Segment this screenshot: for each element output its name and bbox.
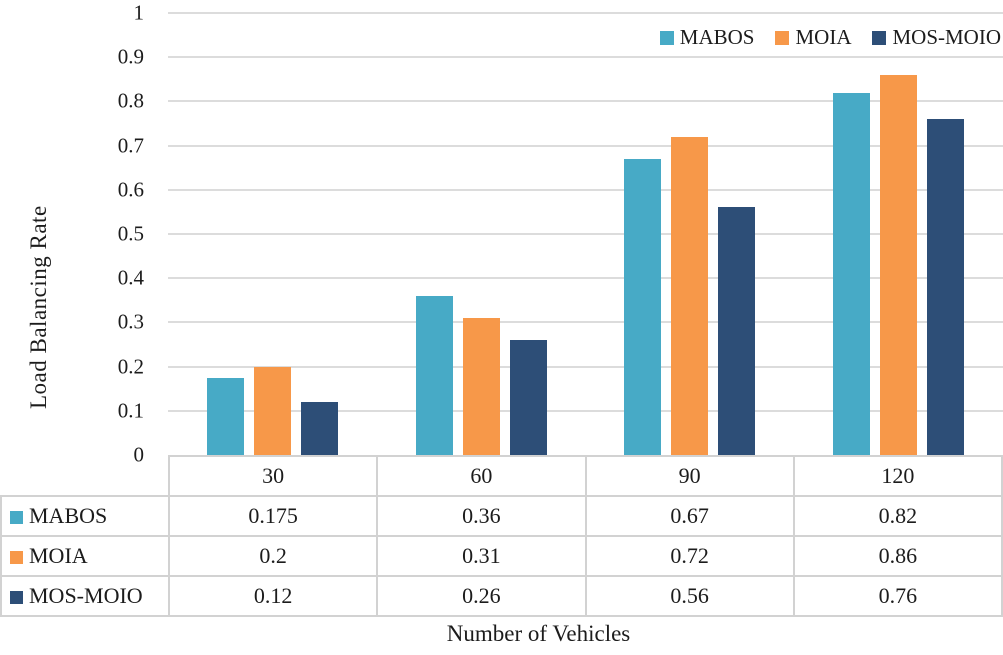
table-value-cell: 0.12: [167, 575, 379, 617]
bar-mabos-120: [833, 93, 871, 455]
table-value-cell: 0.175: [167, 495, 379, 537]
table-value-cell: 0.67: [584, 495, 795, 537]
table-category-header: 60: [376, 455, 587, 497]
table-row: MOIA 0.2 0.31 0.72 0.86: [0, 535, 1003, 577]
series-swatch-icon: [10, 551, 23, 564]
legend-item-moia: MOIA: [775, 27, 851, 48]
bar-groups: [168, 0, 1003, 455]
table-value-cell: 0.86: [792, 535, 1003, 577]
y-tick-label: 0.5: [117, 221, 144, 246]
table-series-header: MABOS: [0, 495, 170, 537]
bar-group-120: [794, 0, 1003, 455]
gridline: [168, 321, 1003, 324]
gridline: [168, 56, 1003, 59]
gridline: [168, 100, 1003, 103]
series-swatch-icon: [10, 591, 23, 604]
table-value-cell: 0.56: [584, 575, 795, 617]
legend-swatch-icon: [872, 30, 887, 45]
bar-mabos-30: [206, 378, 244, 455]
table-value-cell: 0.31: [376, 535, 587, 577]
y-tick-label: 0.8: [117, 88, 144, 113]
bar-mos-moio-60: [509, 340, 547, 455]
table-category-header: 120: [792, 455, 1003, 497]
table-value-cell: 0.72: [584, 535, 795, 577]
table-category-header: 30: [167, 455, 379, 497]
bar-mabos-90: [624, 159, 662, 455]
legend-item-mos-moio: MOS-MOIO: [872, 27, 1001, 48]
y-tick-label: 0: [133, 442, 145, 467]
gridline: [168, 144, 1003, 147]
bar-group-60: [377, 0, 586, 455]
table-row: MABOS 0.175 0.36 0.67 0.82: [0, 495, 1003, 537]
bar-mos-moio-90: [718, 207, 756, 455]
x-axis-title: Number of Vehicles: [446, 621, 631, 646]
table-value-cell: 0.26: [376, 575, 587, 617]
series-name: MABOS: [29, 503, 108, 528]
table-series-header: MOS-MOIO: [0, 575, 170, 617]
gridline: [168, 277, 1003, 280]
bar-mos-moio-120: [927, 119, 965, 455]
legend-label: MOIA: [795, 25, 852, 49]
y-tick-label: 0.4: [117, 265, 144, 290]
table-series-header: MOIA: [0, 535, 170, 577]
bar-moia-90: [671, 137, 709, 455]
series-name: MOIA: [29, 543, 88, 568]
series-name: MOS-MOIO: [29, 583, 143, 608]
legend-label: MABOS: [679, 25, 755, 49]
legend-item-mabos: MABOS: [659, 25, 755, 49]
y-axis-tick-labels: 0 0.1 0.2 0.3 0.4 0.5 0.6 0.7 0.8 0.9 1: [0, 0, 160, 465]
legend-label: MOS-MOIO: [892, 25, 1001, 49]
y-tick-label: 0.7: [117, 133, 144, 158]
bar-mabos-60: [415, 296, 453, 455]
gridline: [168, 12, 1003, 14]
data-table: 30 60 90 120 MABOS 0.175 0.36 0.67 0.82 MOIA 0.2 0.…: [0, 455, 1003, 617]
legend: MABOS MOIA MOS-MOIO: [659, 25, 1001, 49]
bar-moia-120: [880, 75, 918, 455]
table-corner-cell: [1, 456, 169, 496]
table-category-row: 30 60 90 120: [1, 455, 1003, 497]
y-tick-label: 0.9: [117, 44, 144, 69]
gridline: [168, 409, 1003, 412]
table-value-cell: 0.36: [376, 495, 587, 537]
bar-mos-moio-30: [300, 402, 338, 455]
bar-group-90: [586, 0, 795, 455]
y-tick-label: 0.1: [117, 398, 144, 423]
y-tick-label: 0.6: [117, 177, 144, 202]
table-value-cell: 0.82: [792, 495, 1003, 537]
y-tick-label: 0.2: [117, 354, 144, 379]
table-row: MOS-MOIO 0.12 0.26 0.56 0.76: [0, 575, 1003, 617]
table-value-cell: 0.2: [167, 535, 379, 577]
table-value-cell: 0.76: [792, 575, 1003, 617]
series-swatch-icon: [10, 511, 23, 524]
bar-group-30: [168, 0, 377, 455]
y-tick-label: 1: [133, 0, 145, 25]
gridline: [168, 233, 1003, 235]
plot-area: MABOS MOIA MOS-MOIO: [168, 0, 1003, 455]
gridline: [168, 365, 1003, 368]
gridline: [168, 188, 1003, 191]
legend-swatch-icon: [775, 30, 790, 45]
table-category-header: 90: [584, 455, 795, 497]
bar-moia-60: [462, 318, 500, 455]
legend-swatch-icon: [659, 30, 674, 45]
y-tick-label: 0.3: [117, 309, 144, 334]
bar-moia-30: [253, 367, 291, 455]
